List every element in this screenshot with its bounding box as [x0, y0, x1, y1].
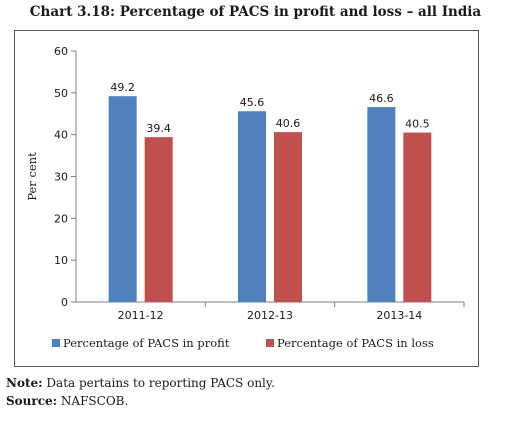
chart-notes: Note: Data pertains to reporting PACS on…: [6, 374, 275, 410]
bar-profit: [108, 96, 137, 303]
y-axis-title: Per cent: [25, 152, 39, 201]
data-label: 45.6: [240, 96, 265, 109]
bar-profit: [238, 111, 266, 303]
source-text: NAFSCOB.: [60, 394, 129, 408]
source-label: Source:: [6, 394, 58, 408]
y-tick-label: 30: [54, 171, 68, 184]
note-label: Note:: [6, 376, 43, 390]
bar-loss: [274, 132, 302, 302]
legend-label: Percentage of PACS in profit: [63, 336, 230, 350]
chart-title: Chart 3.18: Percentage of PACS in profit…: [29, 4, 482, 20]
data-label: 49.2: [110, 81, 135, 94]
x-category-label: 2013-14: [376, 309, 422, 322]
y-tick-label: 20: [54, 212, 68, 225]
bar-chart: 0 10 20 30 40 50 60 Per cent 49.2 39.4 2011-12 45.6…: [25, 45, 465, 350]
legend-swatch: [266, 339, 274, 347]
x-category-label: 2012-13: [247, 309, 293, 322]
data-label: 40.6: [276, 117, 301, 130]
y-tick-label: 40: [54, 129, 68, 142]
note-text: Data pertains to reporting PACS only.: [46, 376, 275, 390]
y-tick-label: 50: [54, 87, 68, 100]
bar-loss: [144, 137, 173, 302]
bar-profit: [367, 107, 396, 302]
legend-swatch: [52, 339, 60, 347]
x-category-label: 2011-12: [118, 309, 164, 322]
y-tick-label: 10: [54, 254, 68, 267]
data-label: 40.5: [405, 118, 430, 131]
source-line: Source: NAFSCOB.: [6, 392, 275, 410]
note-line: Note: Data pertains to reporting PACS on…: [6, 374, 275, 392]
y-tick-label: 60: [54, 45, 68, 58]
legend-label: Percentage of PACS in loss: [277, 336, 434, 350]
chart-frame: [14, 30, 479, 367]
bar-loss: [403, 132, 432, 302]
y-tick-label: 0: [61, 296, 68, 309]
data-label: 39.4: [146, 122, 171, 135]
data-label: 46.6: [369, 92, 394, 105]
